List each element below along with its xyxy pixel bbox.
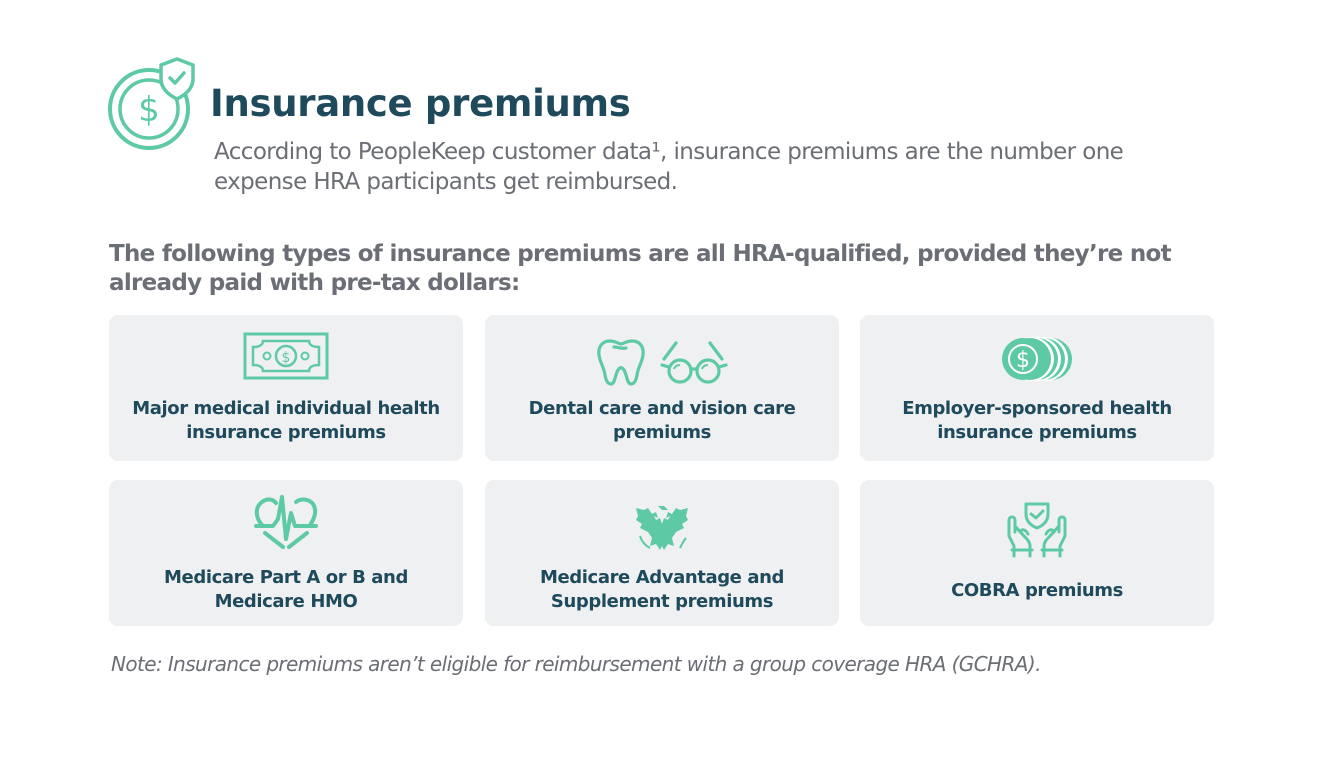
card-label: Dental care and vision care premiums — [528, 398, 796, 443]
card-medicare-advantage: Medicare Advantage and Supplement premiu… — [485, 480, 839, 626]
svg-text:$: $ — [282, 350, 291, 366]
dollar-bill-icon: $ — [243, 332, 329, 380]
card-label: Medicare Advantage and Supplement premiu… — [539, 567, 784, 612]
page-title: Insurance premiums — [210, 82, 631, 125]
card-medicare-a-b: Medicare Part A or B and Medicare HMO — [109, 480, 463, 626]
card-employer-sponsored: $ Employer-sponsored health insurance pr… — [860, 315, 1214, 461]
premium-types-grid: $ Major medical individual health insura… — [109, 315, 1214, 626]
tooth-and-glasses-icon — [597, 339, 728, 386]
card-label: COBRA premiums — [951, 580, 1123, 601]
card-major-medical: $ Major medical individual health insura… — [109, 315, 463, 461]
svg-text:$: $ — [138, 90, 160, 130]
dollar-coin-shield-icon: $ — [108, 57, 195, 150]
hands-shield-icon — [1007, 502, 1067, 558]
svg-text:$: $ — [1016, 348, 1030, 373]
card-cobra: COBRA premiums — [860, 480, 1214, 626]
footnote: Note: Insurance premiums aren’t eligible… — [111, 652, 1041, 676]
card-label: Medicare Part A or B and Medicare HMO — [164, 567, 408, 612]
card-dental-vision: Dental care and vision care premiums — [485, 315, 839, 461]
heart-pulse-icon — [254, 495, 318, 549]
coin-stack-icon: $ — [1002, 337, 1072, 381]
lead-text: The following types of insurance premium… — [109, 241, 1172, 296]
intro-text: According to PeopleKeep customer data¹, … — [214, 139, 1124, 195]
card-label: Employer-sponsored health insurance prem… — [902, 398, 1172, 443]
eagle-icon — [636, 506, 688, 550]
card-label: Major medical individual health insuranc… — [132, 398, 440, 443]
